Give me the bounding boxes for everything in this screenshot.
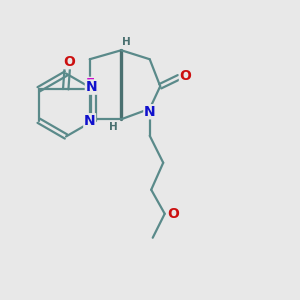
Text: N: N [144, 105, 155, 119]
Text: H: H [109, 122, 118, 132]
Text: N: N [84, 114, 95, 128]
Text: F: F [86, 77, 95, 90]
Text: O: O [63, 55, 75, 69]
Text: O: O [179, 69, 191, 83]
Text: N: N [85, 80, 97, 94]
Text: H: H [122, 37, 131, 47]
Text: O: O [167, 207, 179, 221]
